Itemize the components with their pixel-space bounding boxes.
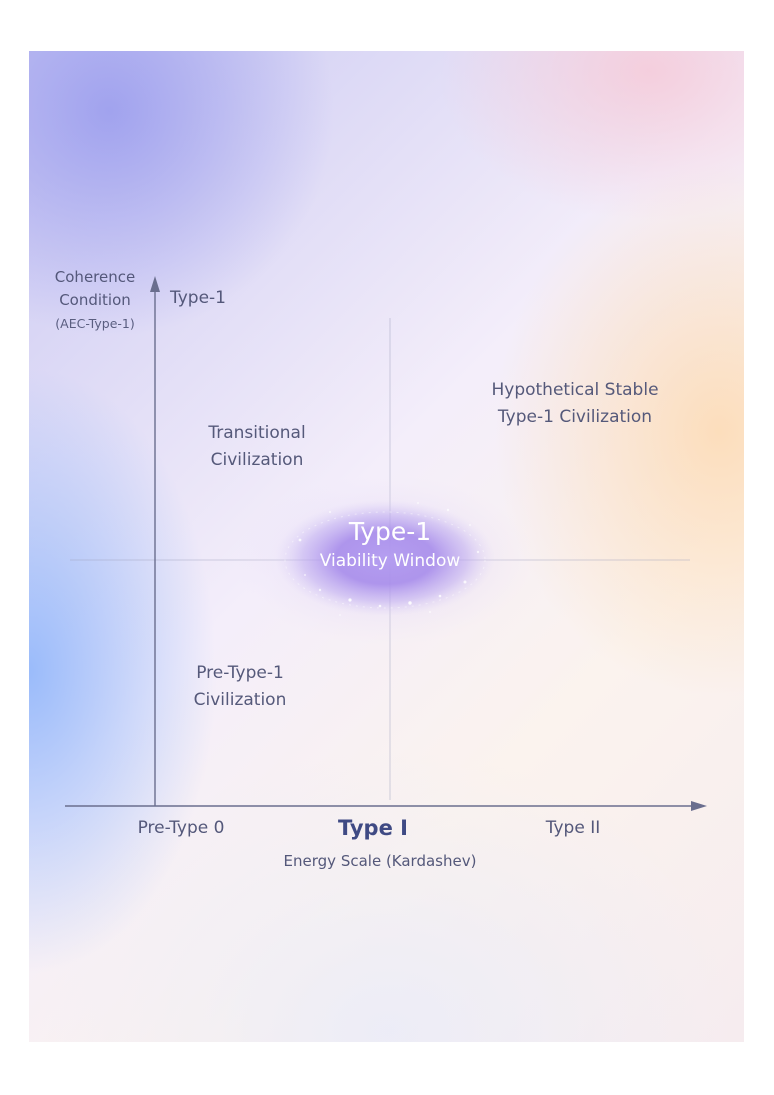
x-axis-title: Energy Scale (Kardashev) bbox=[283, 852, 477, 870]
y-axis-title-line1: Coherence bbox=[54, 268, 136, 286]
quadrant-label-line: Civilization bbox=[193, 690, 287, 710]
viability-window-glow bbox=[275, 500, 495, 616]
y-axis-tick-type-1: Type-1 bbox=[170, 288, 226, 308]
y-axis-arrow-icon bbox=[150, 276, 160, 292]
quadrant-label-line: Type-1 Civilization bbox=[497, 407, 653, 427]
x-axis-tick-type-ii: Type II bbox=[545, 818, 601, 838]
x-axis-arrow-icon bbox=[691, 801, 707, 811]
x-axis-tick-pre-type-0: Pre-Type 0 bbox=[137, 818, 225, 838]
viability-window-subtitle: Viability Window bbox=[319, 551, 461, 571]
quadrant-label-line: Civilization bbox=[210, 450, 304, 470]
y-axis-title: Coherence Condition (AEC-Type-1) bbox=[44, 266, 146, 335]
viability-window-title: Type-1 bbox=[348, 517, 432, 546]
quadrant-label-transitional: Transitional Civilization bbox=[192, 420, 322, 474]
quadrant-label-line: Hypothetical Stable bbox=[491, 380, 659, 400]
x-axis-tick-type-i: Type I bbox=[338, 816, 408, 840]
y-axis-title-sub: (AEC-Type-1) bbox=[55, 316, 135, 331]
quadrant-label-pre-type-1: Pre-Type-1 Civilization bbox=[175, 660, 305, 714]
y-axis-title-line2: Condition bbox=[59, 291, 131, 309]
quadrant-label-line: Transitional bbox=[208, 423, 306, 443]
viability-window-ring bbox=[284, 511, 486, 609]
quadrant-label-stable: Hypothetical Stable Type-1 Civilization bbox=[480, 377, 670, 431]
quadrant-label-line: Pre-Type-1 bbox=[196, 663, 284, 683]
sparkle-particles bbox=[298, 502, 480, 616]
